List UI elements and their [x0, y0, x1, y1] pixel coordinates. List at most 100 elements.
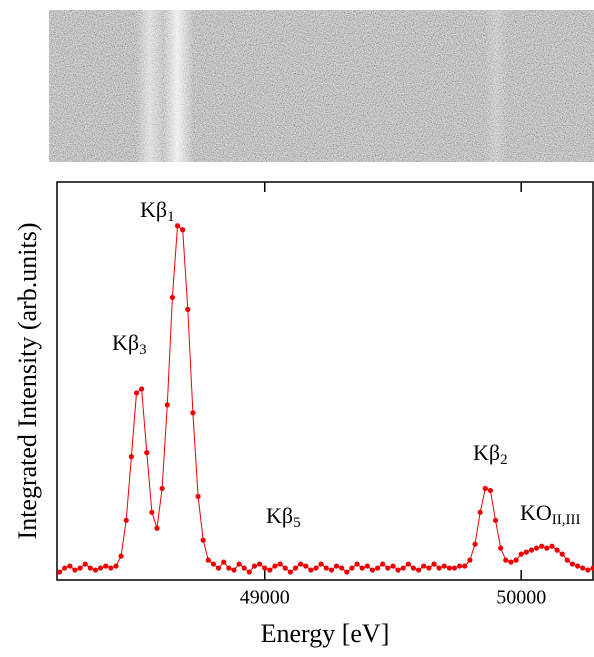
data-point [123, 517, 129, 523]
data-point [277, 561, 283, 567]
data-point [205, 557, 211, 563]
data-point [282, 565, 288, 571]
data-point [410, 565, 417, 571]
data-point [559, 551, 565, 557]
peak-label: Kβ1 [140, 197, 175, 225]
data-point [585, 567, 591, 573]
data-point [544, 545, 550, 551]
data-point [590, 565, 594, 571]
data-point [159, 485, 165, 492]
data-point [508, 559, 514, 565]
data-point [257, 561, 263, 567]
data-point [569, 561, 576, 567]
data-point [400, 565, 406, 571]
data-point [513, 557, 519, 563]
data-point [467, 557, 473, 563]
data-point [77, 565, 83, 571]
data-point [369, 567, 376, 573]
peak-label: Kβ2 [473, 440, 508, 468]
peak-label-text: KO [520, 500, 552, 525]
data-point [241, 565, 247, 571]
data-point [272, 563, 278, 569]
data-point [333, 563, 340, 569]
data-point [246, 569, 252, 575]
data-point [421, 563, 427, 569]
data-point [492, 517, 499, 523]
data-point [364, 563, 370, 569]
data-point [446, 565, 452, 571]
data-point [462, 563, 468, 569]
data-point [344, 569, 350, 575]
data-point [180, 227, 186, 233]
data-point [195, 493, 201, 500]
peak-label-text: Kβ [266, 503, 293, 528]
data-point [374, 565, 381, 571]
data-point [390, 563, 396, 569]
data-point [103, 563, 109, 569]
data-point [554, 547, 560, 553]
x-axis-label: Energy [eV] [261, 619, 390, 648]
data-point [185, 306, 191, 312]
data-point [133, 390, 140, 396]
data-point [385, 565, 391, 571]
data-point [251, 563, 258, 569]
data-point [472, 541, 478, 547]
data-point [477, 509, 483, 515]
peak-label-text: Kβ [140, 197, 167, 222]
data-point [67, 563, 73, 569]
detector-image [49, 10, 594, 162]
data-point [518, 551, 524, 557]
data-point [139, 386, 145, 392]
data-point [426, 565, 432, 571]
data-point [154, 525, 160, 531]
data-point [580, 565, 586, 571]
x-tick-label: 50000 [496, 587, 546, 609]
data-point [200, 537, 206, 543]
data-point [498, 545, 504, 551]
data-point [298, 561, 304, 567]
data-point [539, 543, 545, 549]
data-point [533, 545, 540, 551]
peak-label-subscript: II,III [552, 512, 581, 528]
data-point [92, 567, 99, 573]
data-point [303, 563, 309, 569]
data-point [575, 563, 581, 569]
data-point [395, 567, 401, 573]
data-point [441, 563, 447, 569]
x-tick-label: 49000 [240, 587, 290, 609]
data-point [564, 557, 570, 563]
data-point [431, 561, 437, 567]
data-point [323, 565, 329, 571]
data-point [144, 450, 150, 456]
data-point [169, 294, 176, 301]
data-point [82, 561, 88, 567]
data-point [313, 565, 319, 571]
data-point [87, 565, 93, 571]
data-point [308, 567, 314, 573]
data-point [549, 543, 555, 549]
data-line [59, 224, 594, 573]
peak-label-text: Kβ [473, 440, 500, 465]
data-point [349, 565, 355, 571]
peak-label-subscript: 5 [293, 515, 301, 531]
data-point [231, 567, 237, 573]
data-point [267, 567, 273, 573]
data-point [287, 569, 293, 575]
data-point [108, 565, 114, 571]
data-point [164, 402, 170, 408]
data-point [62, 565, 68, 571]
data-point [210, 561, 217, 567]
data-point [523, 549, 529, 555]
data-point [354, 561, 360, 567]
peak-label-text: Kβ [112, 330, 139, 355]
peak-label-subscript: 3 [139, 342, 147, 358]
peak-label: Kβ3 [112, 330, 147, 358]
data-point [236, 561, 242, 567]
data-point [451, 565, 458, 571]
data-point [339, 565, 345, 571]
data-point [503, 557, 509, 563]
data-point [318, 561, 324, 567]
data-point [118, 553, 124, 559]
data-point [226, 565, 232, 571]
data-point [528, 547, 535, 553]
